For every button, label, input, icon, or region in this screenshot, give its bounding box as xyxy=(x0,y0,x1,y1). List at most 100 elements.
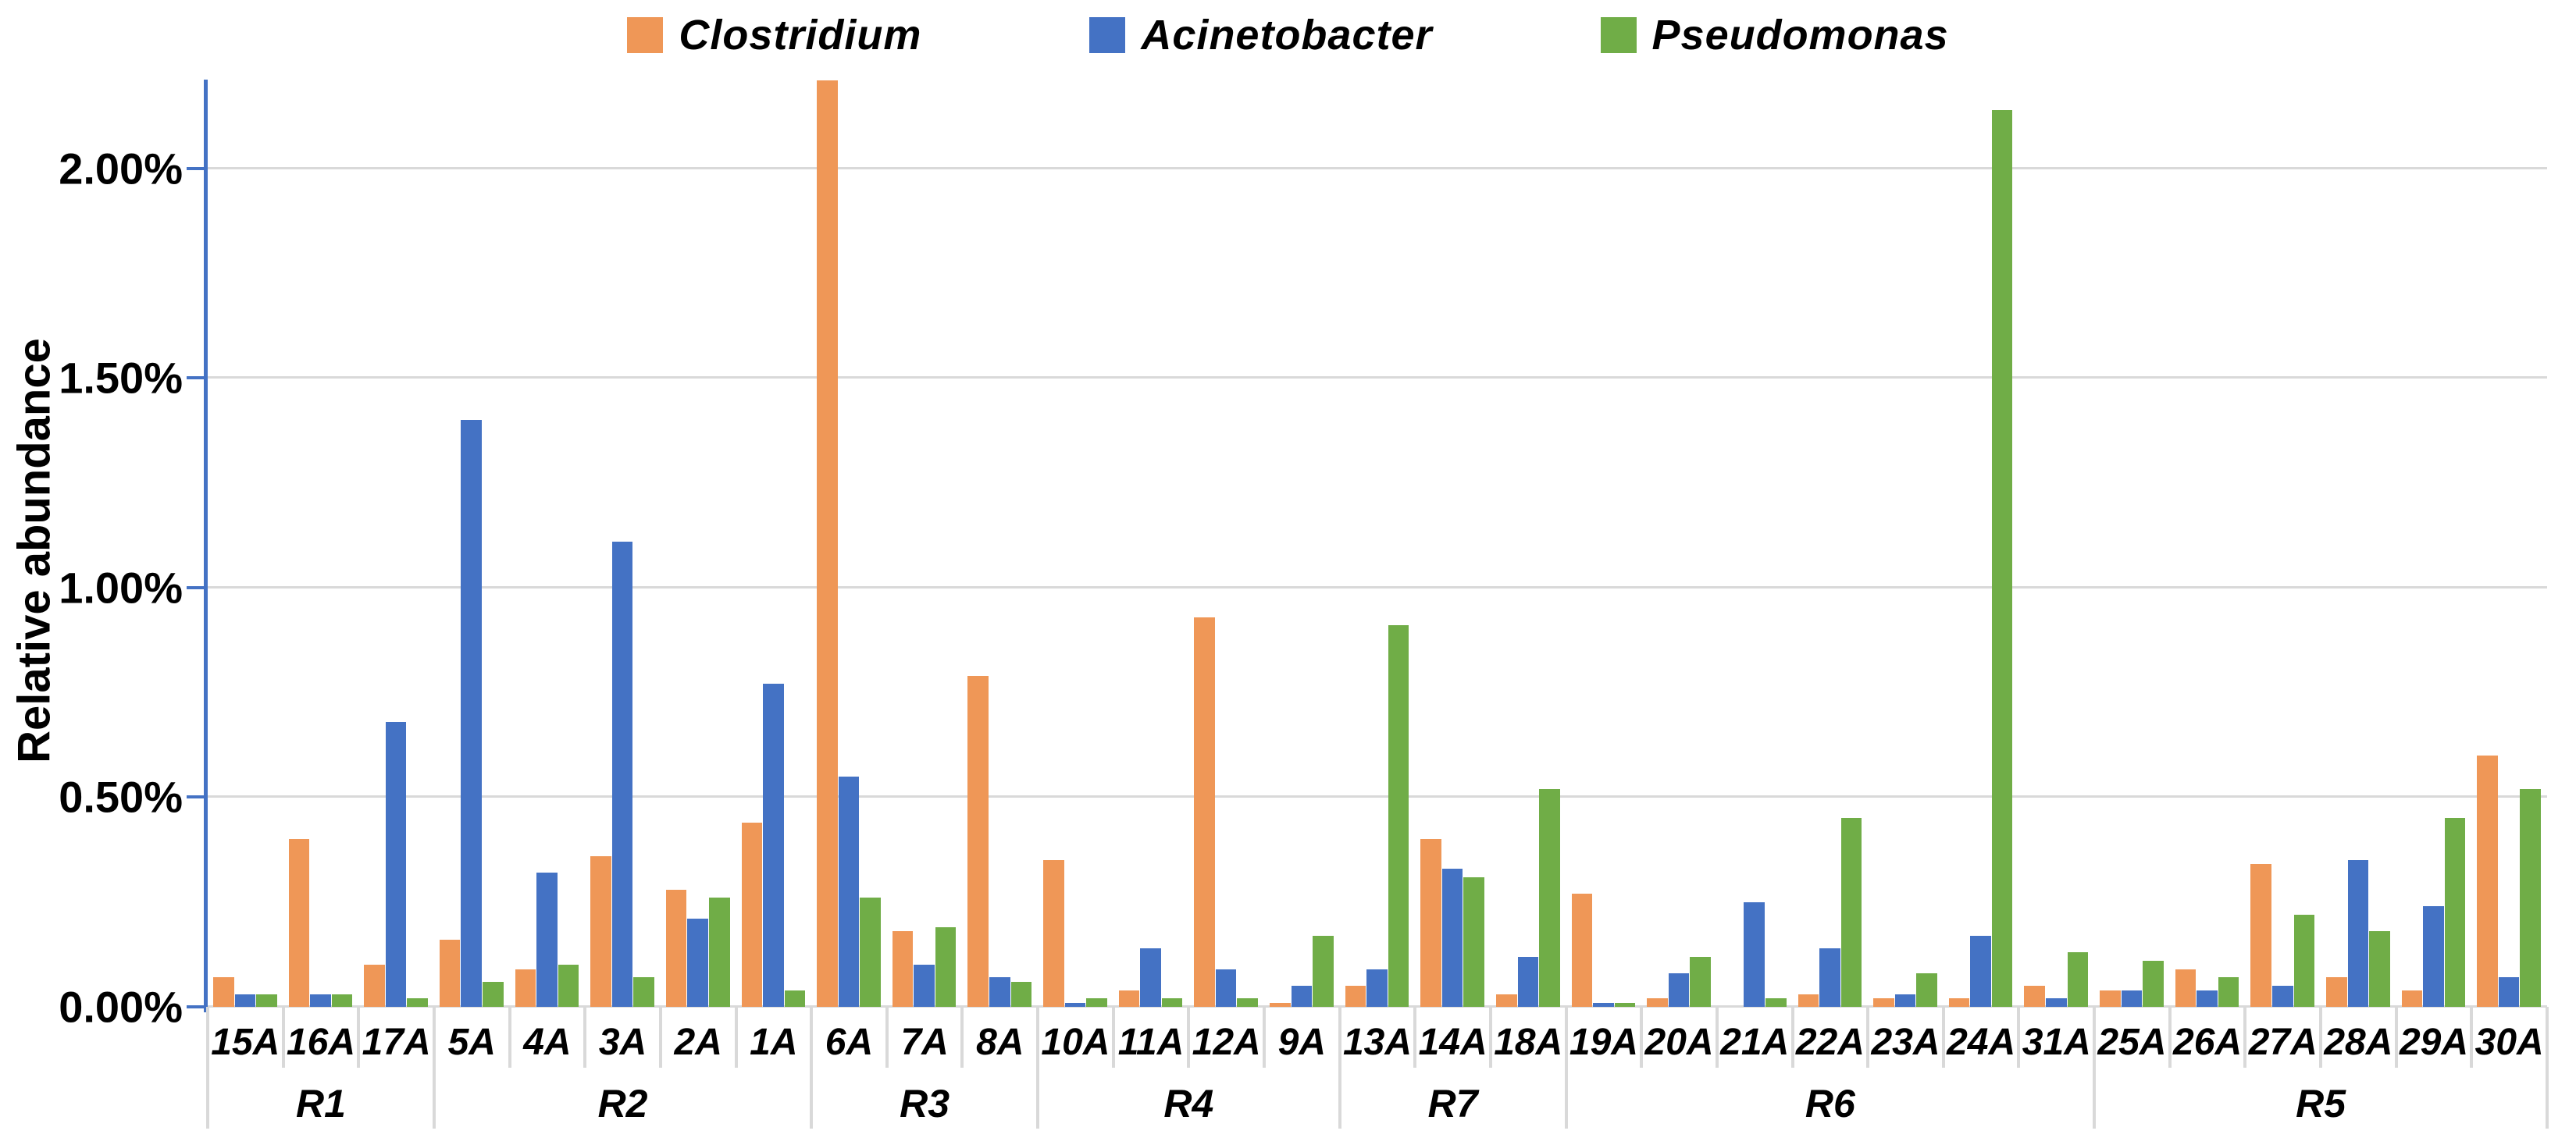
category-divider xyxy=(1111,1007,1115,1068)
group-divider xyxy=(432,1007,436,1129)
bar-acinetobacter-18a xyxy=(1517,956,1539,1007)
bar-clostridium-9a xyxy=(1270,1002,1291,1007)
bar-clostridium-8a xyxy=(967,675,989,1007)
bar-clostridium-12a xyxy=(1194,617,1215,1007)
bar-clostridium-14a xyxy=(1420,839,1441,1007)
bar-clostridium-29a xyxy=(2401,990,2423,1007)
bar-acinetobacter-17a xyxy=(385,721,407,1007)
group-label-r5: R5 xyxy=(2296,1082,2346,1125)
category-divider xyxy=(1640,1007,1644,1068)
bar-acinetobacter-29a xyxy=(2423,906,2444,1007)
group-divider xyxy=(2546,1007,2549,1129)
bar-acinetobacter-8a xyxy=(989,977,1010,1007)
y-axis-tick xyxy=(187,585,208,589)
x-tick-label: 30A xyxy=(2474,1022,2544,1063)
category-divider xyxy=(734,1007,738,1068)
bar-acinetobacter-7a xyxy=(914,965,935,1007)
category-divider xyxy=(1488,1007,1492,1068)
y-tick-label: 0.00% xyxy=(59,982,183,1032)
category-divider xyxy=(885,1007,889,1068)
bar-acinetobacter-28a xyxy=(2347,860,2369,1007)
bar-clostridium-23a xyxy=(1873,998,1894,1007)
bar-clostridium-20a xyxy=(1647,998,1668,1007)
bar-clostridium-3a xyxy=(590,855,611,1007)
y-axis-tick xyxy=(187,1005,208,1008)
x-tick-label: 28A xyxy=(2324,1022,2393,1063)
x-tick-label: 14A xyxy=(1418,1022,1488,1063)
y-axis-tick xyxy=(187,166,208,170)
x-tick-label: 20A xyxy=(1644,1022,1714,1063)
group-divider xyxy=(2093,1007,2097,1129)
bar-acinetobacter-26a xyxy=(2197,990,2218,1007)
legend-swatch-clostridium-icon xyxy=(627,17,664,53)
category-divider xyxy=(1413,1007,1417,1068)
gridline xyxy=(208,166,2547,169)
bar-clostridium-15a xyxy=(213,977,234,1007)
bar-pseudomonas-20a xyxy=(1690,956,1711,1007)
x-tick-label: 9A xyxy=(1277,1022,1327,1063)
bar-clostridium-4a xyxy=(515,969,536,1007)
bar-pseudomonas-29a xyxy=(2444,818,2466,1007)
y-tick-label: 1.50% xyxy=(59,353,183,403)
bar-clostridium-25a xyxy=(2100,990,2121,1007)
group-label-r6: R6 xyxy=(1805,1082,1855,1125)
legend-label-acinetobacter: Acinetobacter xyxy=(1141,12,1433,59)
group-divider xyxy=(206,1007,209,1129)
bar-acinetobacter-12a xyxy=(1215,969,1237,1007)
bar-acinetobacter-5a xyxy=(461,420,483,1007)
bar-clostridium-6a xyxy=(817,80,838,1007)
bar-pseudomonas-28a xyxy=(2369,931,2390,1007)
bar-pseudomonas-17a xyxy=(407,998,428,1007)
bar-acinetobacter-3a xyxy=(611,541,633,1007)
x-tick-label: 24A xyxy=(1947,1022,2016,1063)
bar-pseudomonas-27a xyxy=(2293,914,2315,1007)
legend-swatch-pseudomonas-icon xyxy=(1600,17,1637,53)
category-divider xyxy=(2017,1007,2021,1068)
bar-pseudomonas-26a xyxy=(2218,977,2239,1007)
legend-swatch-acinetobacter-icon xyxy=(1089,17,1126,53)
bar-clostridium-1a xyxy=(741,822,763,1007)
bar-clostridium-5a xyxy=(439,940,461,1007)
bar-clostridium-10a xyxy=(1043,860,1064,1007)
plot-area xyxy=(187,80,2547,1012)
bar-clostridium-28a xyxy=(2326,977,2347,1007)
x-tick-label: 23A xyxy=(1871,1022,1940,1063)
bar-pseudomonas-23a xyxy=(1916,973,1937,1007)
category-divider xyxy=(1263,1007,1267,1068)
category-divider xyxy=(1941,1007,1945,1068)
x-tick-label: 8A xyxy=(976,1022,1024,1063)
category-divider xyxy=(357,1007,361,1068)
bar-pseudomonas-6a xyxy=(860,898,881,1007)
x-tick-label: 6A xyxy=(825,1022,874,1063)
x-tick-label: 1A xyxy=(750,1022,798,1063)
bar-acinetobacter-2a xyxy=(687,919,708,1007)
bar-acinetobacter-30a xyxy=(2498,977,2520,1007)
bar-pseudomonas-2a xyxy=(708,898,730,1007)
bar-clostridium-24a xyxy=(1948,998,1970,1007)
legend-label-clostridium: Clostridium xyxy=(679,12,922,59)
category-divider xyxy=(658,1007,662,1068)
bar-acinetobacter-13a xyxy=(1366,969,1388,1007)
category-divider xyxy=(1790,1007,1794,1068)
category-divider xyxy=(1866,1007,1870,1068)
bar-clostridium-16a xyxy=(288,839,310,1007)
x-tick-label: 2A xyxy=(674,1022,722,1063)
y-tick-label: 2.00% xyxy=(59,144,183,194)
bar-pseudomonas-24a xyxy=(1991,109,2013,1007)
x-tick-label: 18A xyxy=(1494,1022,1563,1063)
x-tick-label: 5A xyxy=(447,1022,496,1063)
bar-pseudomonas-9a xyxy=(1313,935,1334,1007)
bar-pseudomonas-14a xyxy=(1463,877,1484,1007)
legend-item-acinetobacter: Acinetobacter xyxy=(1089,11,1432,59)
x-tick-label: 25A xyxy=(2097,1022,2167,1063)
bar-acinetobacter-31a xyxy=(2046,998,2067,1007)
bar-pseudomonas-15a xyxy=(256,994,277,1007)
legend-item-clostridium: Clostridium xyxy=(627,11,921,59)
x-tick-label: 3A xyxy=(598,1022,647,1063)
legend-item-pseudomonas: Pseudomonas xyxy=(1600,11,1949,59)
x-tick-label: 19A xyxy=(1569,1022,1638,1063)
category-divider xyxy=(1187,1007,1191,1068)
bar-pseudomonas-5a xyxy=(483,981,504,1007)
bar-pseudomonas-1a xyxy=(784,990,806,1007)
